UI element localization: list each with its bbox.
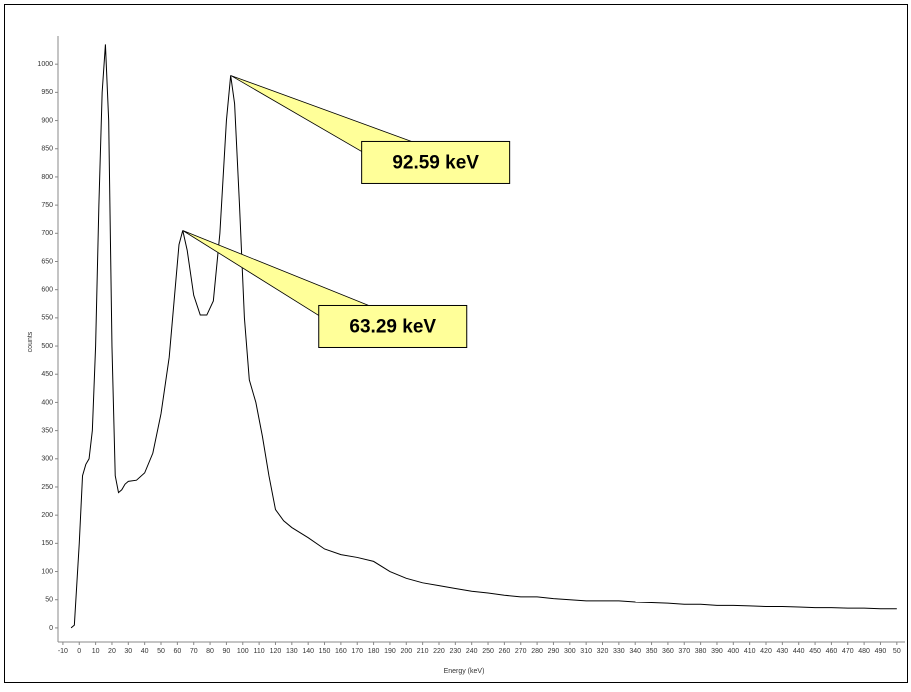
x-tick-label: 130 xyxy=(286,648,298,655)
x-tick-label: 260 xyxy=(499,648,511,655)
x-tick-label: 290 xyxy=(548,648,560,655)
y-tick-label: 750 xyxy=(41,202,53,209)
x-tick-label: 470 xyxy=(842,648,854,655)
x-tick-label: 210 xyxy=(417,648,429,655)
x-tick-label: 150 xyxy=(319,648,331,655)
x-tick-label: 340 xyxy=(629,648,641,655)
x-tick-label: 350 xyxy=(646,648,658,655)
x-tick-label: 480 xyxy=(858,648,870,655)
x-tick-label: 390 xyxy=(711,648,723,655)
x-axis-label: Energy (keV) xyxy=(444,668,485,675)
y-tick-label: 550 xyxy=(41,315,53,322)
spectrum-line xyxy=(70,44,897,629)
x-tick-label: 110 xyxy=(254,648,265,655)
x-tick-label: 370 xyxy=(678,648,690,655)
x-tick-label: 10 xyxy=(92,648,100,655)
x-tick-label: 220 xyxy=(433,648,445,655)
y-tick-label: 200 xyxy=(41,512,53,519)
y-tick-label: 450 xyxy=(41,371,53,378)
y-tick-label: 700 xyxy=(41,230,53,237)
callout-label: 92.59 keV xyxy=(392,152,479,173)
y-tick-label: 150 xyxy=(41,540,53,547)
x-tick-label: 490 xyxy=(875,648,887,655)
x-tick-label: 420 xyxy=(760,648,772,655)
x-tick-label: 430 xyxy=(777,648,789,655)
x-tick-label: 190 xyxy=(384,648,396,655)
x-tick-label: 360 xyxy=(662,648,674,655)
x-tick-label: 30 xyxy=(124,648,132,655)
x-tick-label: 40 xyxy=(141,648,149,655)
x-tick-label: 70 xyxy=(190,648,198,655)
x-tick-label: 450 xyxy=(809,648,821,655)
x-tick-label: 200 xyxy=(400,648,412,655)
x-tick-label: 240 xyxy=(466,648,478,655)
y-tick-label: 100 xyxy=(41,568,53,575)
callout-box xyxy=(361,140,511,184)
y-tick-label: 50 xyxy=(45,597,53,604)
x-tick-label: 410 xyxy=(744,648,756,655)
y-tick-label: 0 xyxy=(49,625,53,632)
y-tick-label: 900 xyxy=(41,117,53,124)
x-tick-label: 440 xyxy=(793,648,805,655)
x-tick-label: 90 xyxy=(223,648,231,655)
x-tick-label: 100 xyxy=(237,648,249,655)
y-tick-label: 350 xyxy=(41,427,53,434)
x-tick-label: 300 xyxy=(564,648,576,655)
y-tick-label: 1000 xyxy=(37,61,53,68)
y-tick-label: 300 xyxy=(41,456,53,463)
y-tick-label: 650 xyxy=(41,258,53,265)
x-tick-label: 230 xyxy=(449,648,461,655)
callout-box xyxy=(318,304,468,348)
y-tick-label: 850 xyxy=(41,146,53,153)
x-tick-label: 180 xyxy=(368,648,380,655)
x-tick-label: 50 xyxy=(893,648,901,655)
x-tick-label: 50 xyxy=(157,648,165,655)
x-tick-label: 280 xyxy=(531,648,543,655)
x-tick-label: -10 xyxy=(58,648,68,655)
x-tick-label: 80 xyxy=(206,648,214,655)
x-tick-label: 170 xyxy=(351,648,363,655)
y-tick-label: 950 xyxy=(41,89,53,96)
x-tick-label: 140 xyxy=(302,648,314,655)
x-tick-label: 400 xyxy=(727,648,739,655)
y-tick-label: 600 xyxy=(41,287,53,294)
x-tick-label: 320 xyxy=(597,648,609,655)
x-tick-label: 330 xyxy=(613,648,625,655)
x-tick-label: 120 xyxy=(270,648,282,655)
x-tick-label: 20 xyxy=(108,648,116,655)
y-axis-label: counts xyxy=(27,331,34,352)
y-tick-label: 400 xyxy=(41,399,53,406)
y-tick-label: 250 xyxy=(41,484,53,491)
x-tick-label: 380 xyxy=(695,648,707,655)
callout-label: 63.29 keV xyxy=(349,316,436,337)
x-tick-label: 60 xyxy=(173,648,181,655)
x-tick-label: 0 xyxy=(77,648,81,655)
x-tick-label: 160 xyxy=(335,648,347,655)
y-tick-label: 500 xyxy=(41,343,53,350)
y-tick-label: 800 xyxy=(41,174,53,181)
x-tick-label: 250 xyxy=(482,648,494,655)
x-tick-label: 270 xyxy=(515,648,527,655)
x-tick-label: 310 xyxy=(580,648,592,655)
x-tick-label: 460 xyxy=(826,648,838,655)
